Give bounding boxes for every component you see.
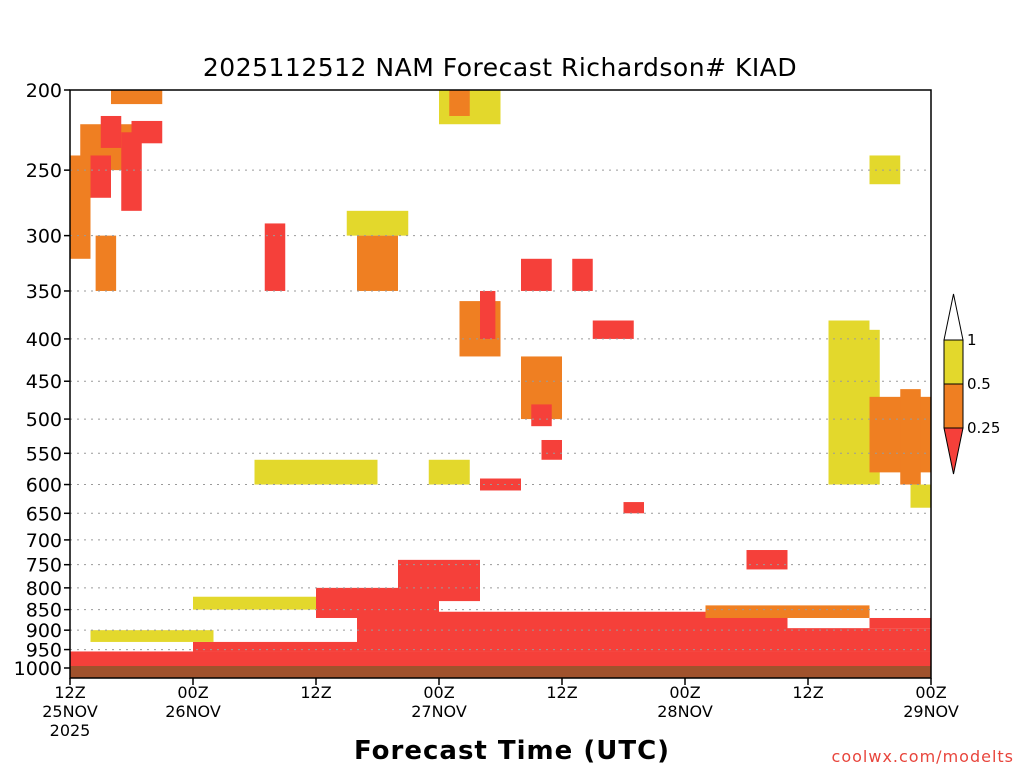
ri-region-0 bbox=[70, 651, 931, 668]
plot-area bbox=[70, 90, 931, 678]
ri-region-27 bbox=[480, 478, 521, 491]
y-axis: 200 250 300 350 400 450 500 550 600 650 700 7508008… bbox=[14, 80, 70, 680]
y-tick-label-300: 300 bbox=[26, 226, 62, 248]
ri-region-41 bbox=[254, 459, 378, 485]
ri-region-3 bbox=[787, 628, 931, 652]
x-tick-label-6-0: 12Z bbox=[792, 683, 823, 702]
y-tick-label-800: 800 bbox=[26, 578, 62, 600]
ri-region-16 bbox=[111, 90, 163, 105]
x-tick-label-4-0: 12Z bbox=[546, 683, 577, 702]
x-tick-label-7-1: 29NOV bbox=[903, 702, 959, 721]
colorbar-level-0: 1 bbox=[967, 331, 977, 349]
ri-region-30 bbox=[592, 320, 634, 339]
y-tick-label-1000: 1000 bbox=[14, 658, 62, 680]
y-tick-label-400: 400 bbox=[26, 329, 62, 351]
y-tick-label-500: 500 bbox=[26, 409, 62, 431]
ri-region-35 bbox=[910, 484, 931, 508]
ri-region-1 bbox=[357, 611, 788, 652]
x-tick-label-7-0: 00Z bbox=[915, 683, 946, 702]
y-tick-label-650: 650 bbox=[26, 503, 62, 525]
ri-region-23 bbox=[521, 258, 552, 291]
ri-region-26 bbox=[541, 439, 562, 460]
x-tick-label-1-1: 26NOV bbox=[165, 702, 221, 721]
x-tick-label-5-1: 28NOV bbox=[657, 702, 713, 721]
y-tick-label-350: 350 bbox=[26, 281, 62, 303]
ri-region-25 bbox=[531, 404, 552, 427]
ri-region-19 bbox=[357, 235, 398, 291]
colorbar-legend: 1 0.5 0.25 bbox=[943, 293, 1000, 475]
colorbar-bottom-arrow bbox=[943, 427, 964, 475]
ri-region-31 bbox=[623, 502, 644, 514]
ri-region-6 bbox=[398, 559, 480, 602]
ri-region-8 bbox=[90, 630, 214, 642]
x-tick-label-2-0: 12Z bbox=[300, 683, 331, 702]
chart-title: 2025112512 NAM Forecast Richardson# KIAD bbox=[203, 53, 797, 82]
ri-region-40 bbox=[449, 90, 470, 116]
ri-region-4 bbox=[869, 617, 931, 629]
credit-text: coolwx.com/modelts bbox=[832, 747, 1014, 766]
ri-region-12 bbox=[70, 155, 91, 259]
x-tick-label-0-0: 12Z bbox=[54, 683, 85, 702]
colorbar-bin-1 bbox=[943, 383, 964, 429]
ri-region-13 bbox=[90, 155, 111, 198]
ri-region-29 bbox=[572, 258, 593, 291]
ri-region-2 bbox=[193, 641, 357, 652]
ri-region-22 bbox=[480, 290, 496, 339]
y-tick-label-700: 700 bbox=[26, 530, 62, 552]
ri-region-15 bbox=[121, 132, 142, 211]
y-tick-label-200: 200 bbox=[26, 80, 62, 102]
ri-region-11 bbox=[100, 115, 122, 148]
x-axis-label: Forecast Time (UTC) bbox=[354, 736, 670, 766]
y-tick-label-900: 900 bbox=[26, 620, 62, 642]
ri-region-17 bbox=[131, 120, 163, 144]
ri-region-14 bbox=[95, 235, 117, 291]
x-tick-label-3-1: 27NOV bbox=[411, 702, 467, 721]
ri-region-38 bbox=[746, 550, 788, 570]
x-tick-label-1-0: 00Z bbox=[177, 683, 208, 702]
ri-region-9 bbox=[193, 596, 316, 610]
ri-region-18 bbox=[346, 210, 409, 236]
y-tick-label-550: 550 bbox=[26, 443, 62, 465]
ri-region-20 bbox=[264, 223, 286, 291]
colorbar-level-1: 0.5 bbox=[967, 375, 991, 393]
y-tick-label-850: 850 bbox=[26, 600, 62, 622]
x-tick-label-0-1: 25NOV bbox=[42, 702, 98, 721]
ri-region-34 bbox=[900, 389, 921, 485]
ri-region-37 bbox=[869, 155, 901, 185]
ri-region-7 bbox=[705, 605, 870, 618]
x-tick-label-5-0: 00Z bbox=[669, 683, 700, 702]
y-tick-label-450: 450 bbox=[26, 371, 62, 393]
ri-region-28 bbox=[428, 459, 470, 485]
x-tick-label-3-0: 00Z bbox=[423, 683, 454, 702]
ground-band bbox=[70, 666, 931, 678]
colorbar-level-2: 0.25 bbox=[967, 419, 1000, 437]
y-tick-label-750: 750 bbox=[26, 555, 62, 577]
plot-frame bbox=[69, 89, 932, 679]
y-tick-label-250: 250 bbox=[26, 160, 62, 182]
x-tick-label-0-2: 2025 bbox=[50, 721, 91, 740]
y-tick-label-950: 950 bbox=[26, 640, 62, 662]
colorbar-bin-0 bbox=[943, 339, 964, 385]
y-tick-label-600: 600 bbox=[26, 475, 62, 497]
